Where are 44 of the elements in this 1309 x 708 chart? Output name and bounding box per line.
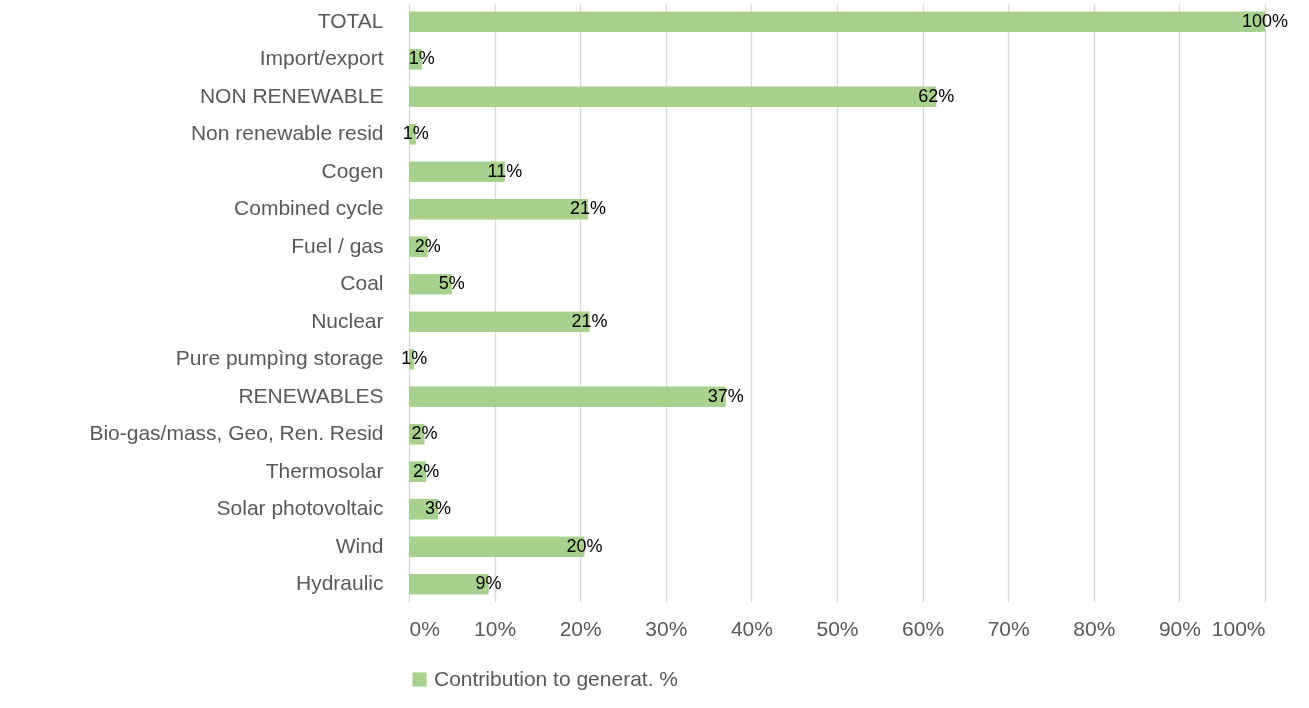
x-tick-label: 40% [730,616,773,640]
y-tick-label: Fuel / gas [291,233,384,257]
x-tick-label: 10% [474,616,517,640]
y-tick-label: Cogen [321,158,384,182]
y-tick-label: RENEWABLES [238,383,384,407]
x-tick-label: 60% [902,616,945,640]
y-tick-label: NON RENEWABLE [199,83,384,107]
data-label: 2% [414,235,441,256]
data-label: 62% [918,85,955,106]
data-label: 1% [401,348,428,369]
y-tick-label: Nuclear [311,308,384,332]
data-label: 5% [438,273,465,294]
y-tick-label: Non renewable resid [190,121,384,145]
x-tick-label: 0% [409,616,440,640]
y-tick-label: Hydraulic [295,571,384,595]
y-tick-label: Wind [335,533,384,557]
x-tick-label: 50% [816,616,859,640]
y-tick-label: TOTAL [317,8,384,32]
data-label: 2% [411,423,438,444]
data-label: 11% [487,160,523,181]
y-tick-label: Coal [340,271,384,295]
y-tick-label: Combined cycle [234,196,384,220]
y-tick-label: Thermosolar [265,458,384,482]
data-label: 3% [425,498,452,519]
data-label: 100% [1241,10,1289,31]
data-label: 1% [408,48,435,69]
x-tick-label: 90% [1158,616,1201,640]
x-tick-label: 30% [645,616,688,640]
data-label: 37% [707,385,744,406]
data-label: 1% [402,123,429,144]
data-label: 21% [571,310,608,331]
data-label: 21% [569,198,606,219]
data-label: 2% [413,460,440,481]
legend-label: Contribution to generat. % [434,666,678,690]
data-label: 9% [475,573,502,594]
data-label: 20% [566,535,603,556]
y-tick-label: Bio-gas/mass, Geo, Ren. Resid [89,421,384,445]
y-tick-label: Import/export [259,46,384,70]
y-tick-label: Pure pumpìng storage [175,346,384,370]
y-tick-label: Solar photovoltaic [216,496,384,520]
x-tick-label: 20% [559,616,602,640]
x-tick-label: 100% [1211,616,1266,640]
x-tick-label: 70% [987,616,1030,640]
x-tick-label: 80% [1073,616,1116,640]
